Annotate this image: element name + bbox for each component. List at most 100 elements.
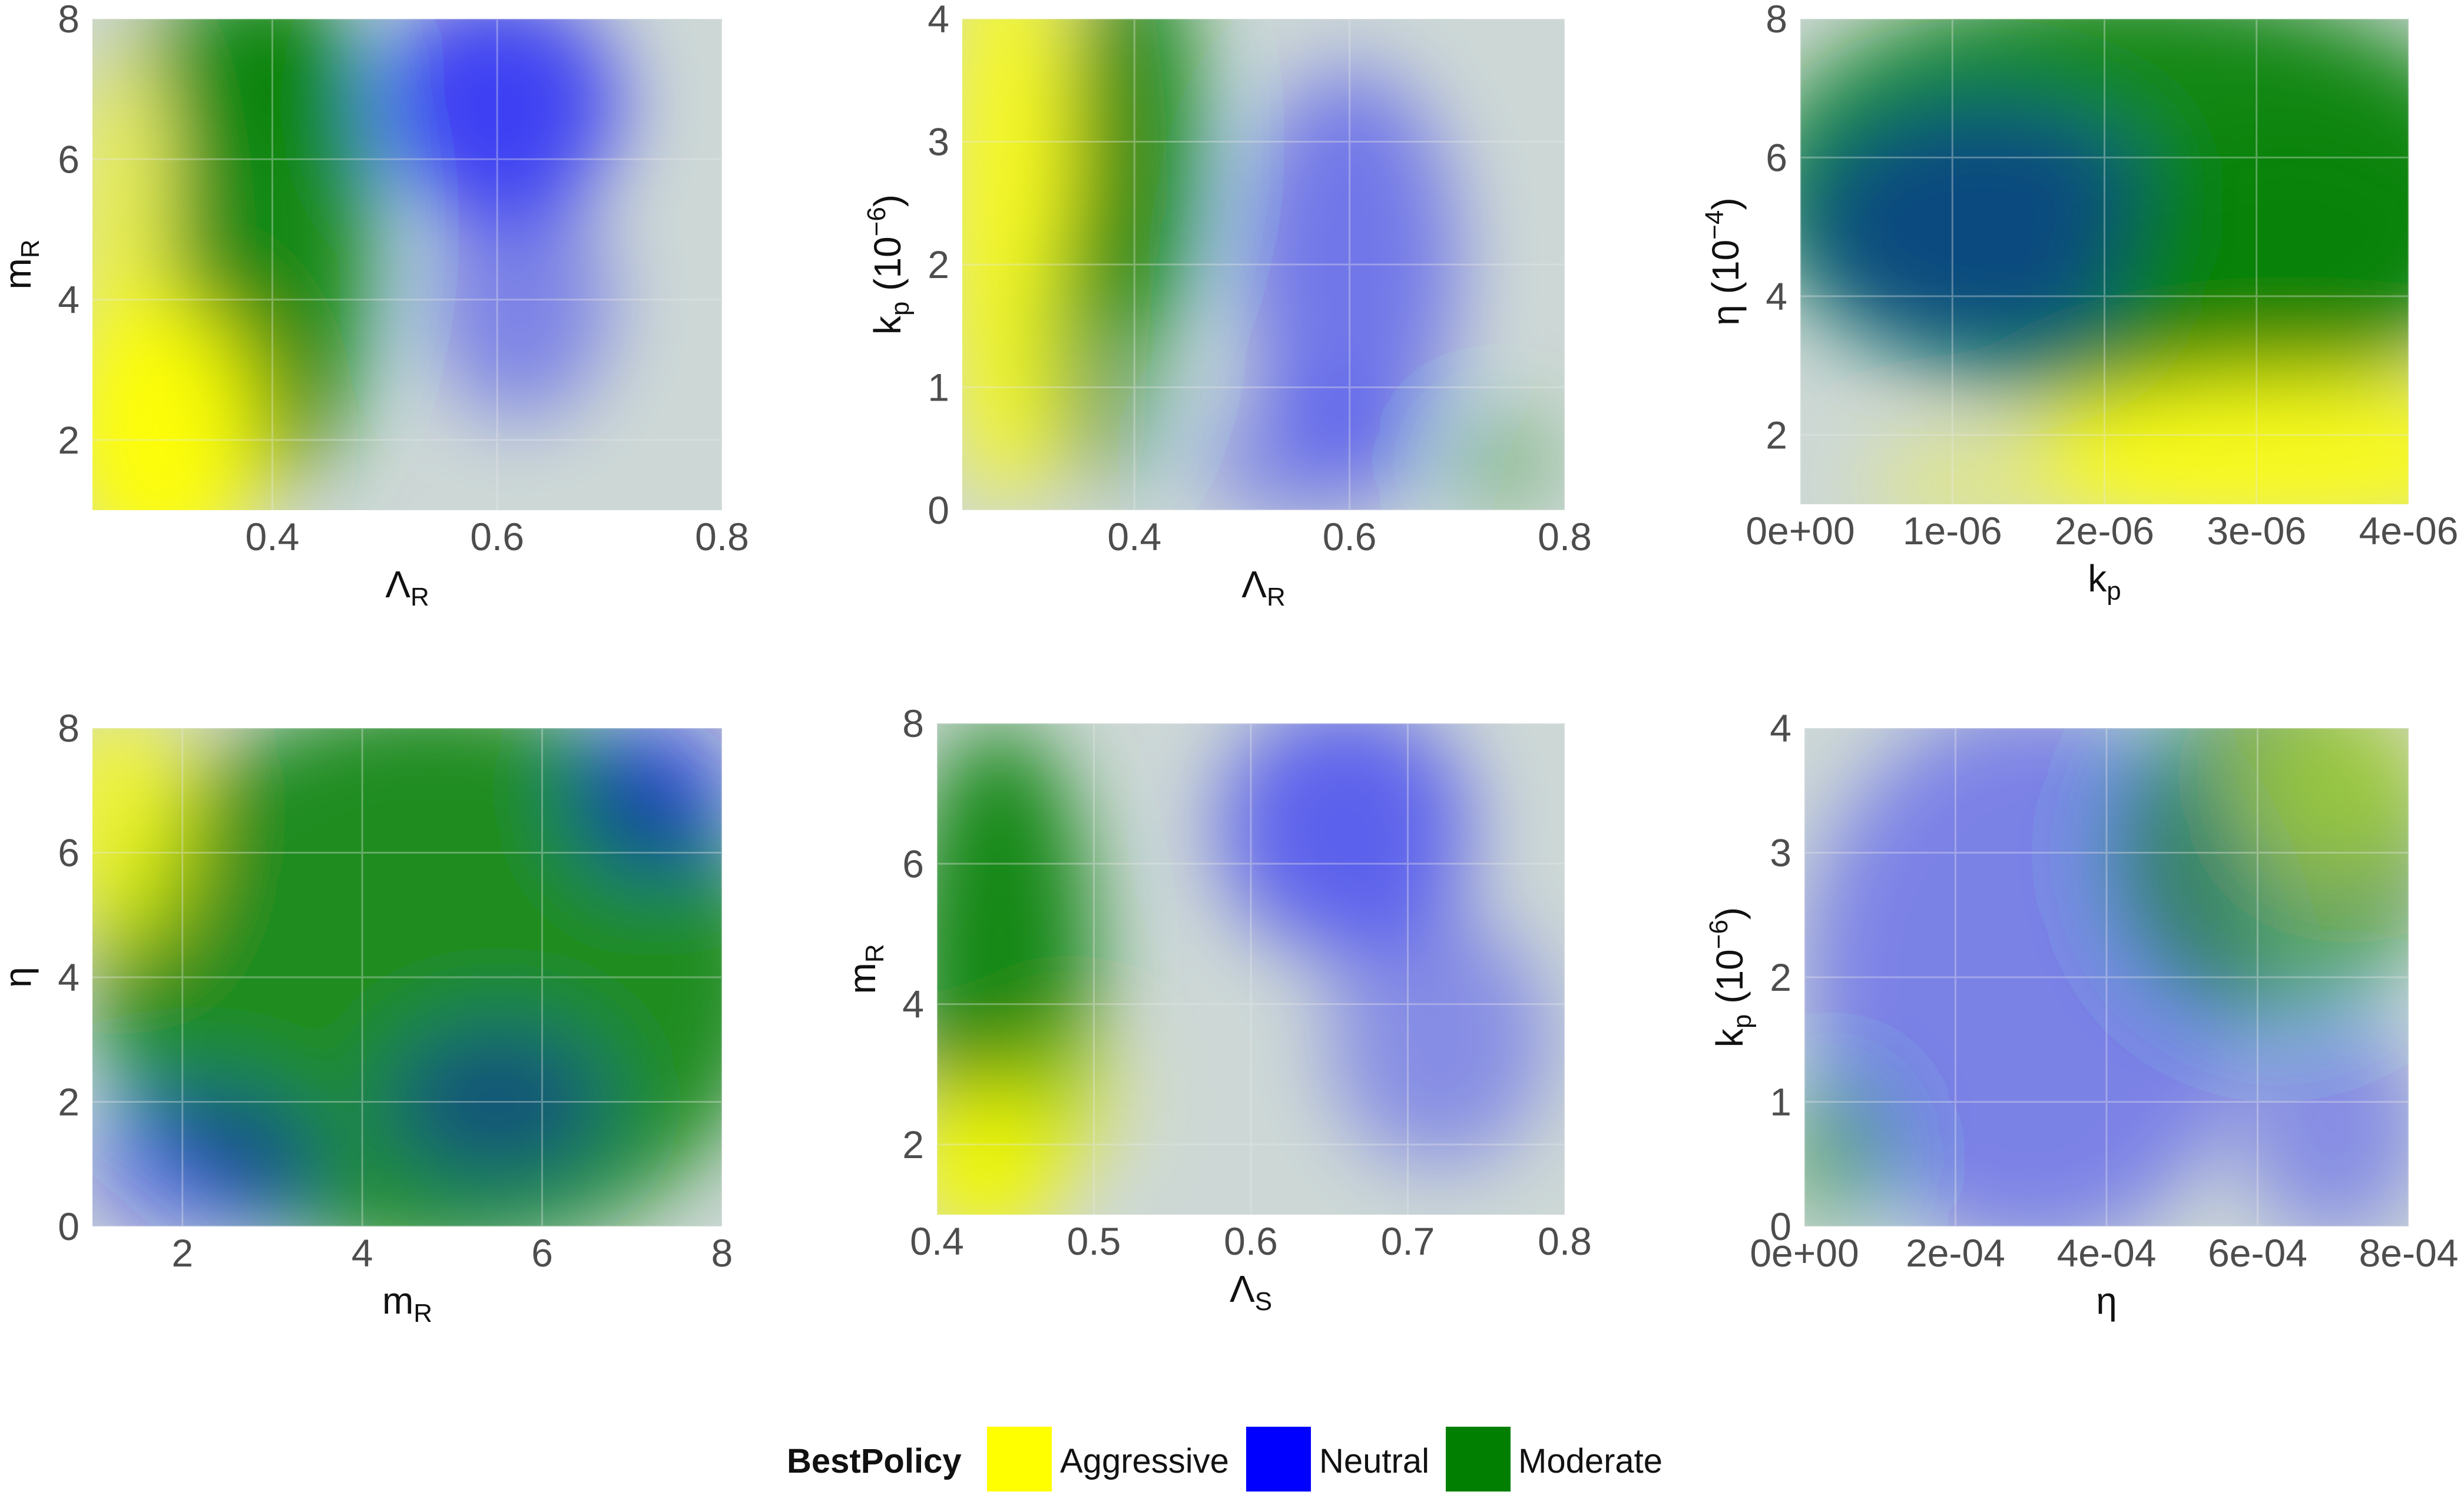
legend-title: BestPolicy xyxy=(787,1442,962,1480)
x-tick-label: 0e+00 xyxy=(1746,509,1854,553)
policy-regions xyxy=(962,19,1565,510)
x-tick-label: 0.6 xyxy=(470,515,524,558)
x-tick-label: 4e-04 xyxy=(2057,1231,2157,1275)
heatmap-panel-4: 2 4 6 8 0 2 4 6 8 mR η xyxy=(0,706,733,1328)
heatmap-panel-1: 0.4 0.6 0.8 2 4 6 8 ΛR mR xyxy=(0,0,749,611)
x-tick-label: 0.5 xyxy=(1067,1219,1121,1263)
y-tick-label: 4 xyxy=(928,0,949,41)
region-moderate-2 xyxy=(137,19,363,138)
x-tick-label: 0.8 xyxy=(695,515,749,558)
x-tick-label: 3e-06 xyxy=(2207,509,2306,553)
region-neutral-5 xyxy=(389,1027,605,1177)
region-aggressive-2 xyxy=(92,728,191,947)
policy-regions xyxy=(92,19,621,510)
y-tick-label: 4 xyxy=(58,955,80,999)
x-tick-label: 0e+00 xyxy=(1750,1231,1859,1275)
grid-lines xyxy=(962,19,1565,510)
grid-lines xyxy=(1800,19,2409,504)
legend-key-moderate xyxy=(1446,1427,1511,1492)
x-tick-label: 4 xyxy=(352,1231,373,1275)
y-tick-label: 2 xyxy=(1766,413,1787,457)
region-neutral-2 xyxy=(1800,102,2165,352)
x-axis-title: ΛS xyxy=(1230,1268,1272,1316)
x-tick-label: 0.4 xyxy=(910,1219,964,1263)
y-tick-label: 6 xyxy=(58,831,80,875)
x-axis-title: kp xyxy=(2088,557,2121,606)
x-tick-label: 0.4 xyxy=(246,515,300,558)
x-tick-label: 0.6 xyxy=(1323,515,1377,558)
y-tick-label: 0 xyxy=(58,1205,80,1248)
y-tick-label: 2 xyxy=(58,418,80,462)
y-tick-label: 8 xyxy=(58,706,80,750)
y-tick-label: 1 xyxy=(1770,1080,1791,1124)
y-tick-label: 6 xyxy=(902,842,924,885)
heatmap-panel-3: 0e+00 1e-06 2e-06 3e-06 4e-06 2 4 6 8 kp η (10−4) xyxy=(1700,0,2459,606)
x-axis-title: ΛR xyxy=(385,563,429,611)
x-tick-label: 0.7 xyxy=(1381,1219,1435,1263)
x-tick-label: 2 xyxy=(171,1231,193,1275)
policy-regions xyxy=(937,723,1549,1215)
x-axis-title: ΛR xyxy=(1241,563,1286,611)
x-tick-label: 0.8 xyxy=(1538,1219,1592,1263)
region-neutral-5 xyxy=(1198,399,1415,510)
y-axis-title: kp (10−6) xyxy=(862,194,915,335)
x-axis-title: mR xyxy=(382,1279,432,1328)
region-aggressive-5 xyxy=(1861,442,2227,504)
x-tick-label: 6e-04 xyxy=(2208,1231,2307,1275)
y-tick-label: 4 xyxy=(1770,706,1791,750)
x-tick-label: 6 xyxy=(531,1231,553,1275)
region-neutral-3 xyxy=(578,728,722,872)
y-axis-title: kp (10−6) xyxy=(1704,907,1757,1047)
legend-label-neutral: Neutral xyxy=(1319,1442,1429,1480)
policy-regions xyxy=(1804,728,2409,1226)
heatmap-panel-5: 0.4 0.5 0.6 0.7 0.8 2 4 6 8 ΛS mR xyxy=(841,702,1592,1316)
legend: BestPolicy Aggressive Neutral Moderate xyxy=(787,1427,1662,1492)
legend-label-aggressive: Aggressive xyxy=(1060,1442,1229,1480)
x-tick-label: 4e-06 xyxy=(2359,509,2459,553)
heatmap-panel-2: 0.4 0.6 0.8 0 1 2 3 4 ΛR kp (10−6) xyxy=(862,0,1592,611)
region-moderate-6 xyxy=(1435,412,1565,510)
region-aggressive-3 xyxy=(2257,728,2409,865)
y-tick-label: 3 xyxy=(1770,831,1791,875)
y-tick-label: 2 xyxy=(58,1080,80,1124)
grid-lines xyxy=(92,728,722,1226)
grid-lines xyxy=(937,723,1565,1215)
region-aggressive-3 xyxy=(999,1032,1125,1173)
y-tick-label: 2 xyxy=(928,243,949,286)
y-tick-label: 4 xyxy=(1766,275,1787,318)
legend-key-neutral xyxy=(1246,1427,1311,1492)
x-tick-label: 1e-06 xyxy=(1903,509,2002,553)
y-tick-label: 4 xyxy=(902,983,924,1026)
x-tick-label: 0.4 xyxy=(1107,515,1161,558)
x-tick-label: 0.8 xyxy=(1538,515,1592,558)
region-neutral-5 xyxy=(1329,912,1549,1166)
y-axis-title: η xyxy=(0,967,39,988)
y-tick-label: 0 xyxy=(928,488,949,532)
x-axis-title: η xyxy=(2096,1279,2117,1322)
grid-lines xyxy=(92,19,722,510)
x-tick-label: 8e-04 xyxy=(2359,1231,2459,1275)
y-tick-label: 8 xyxy=(1766,0,1787,41)
region-neutral-4 xyxy=(92,1089,317,1226)
region-moderate-4 xyxy=(1804,1077,1895,1226)
legend-label-moderate: Moderate xyxy=(1518,1442,1662,1480)
policy-regions xyxy=(1800,19,2409,504)
region-neutral-5 xyxy=(373,19,621,216)
region-aggressive-4 xyxy=(92,54,160,475)
region-neutral-4 xyxy=(1241,68,1458,461)
legend-key-aggressive xyxy=(987,1427,1052,1492)
region-neutral-4 xyxy=(1219,723,1471,955)
heatmap-panel-6: 0e+00 2e-04 4e-04 6e-04 8e-04 0 1 2 3 4 η kp (10−6) xyxy=(1704,706,2459,1322)
y-axis-title: mR xyxy=(841,944,889,994)
y-tick-label: 3 xyxy=(928,120,949,164)
y-axis-title: η (10−4) xyxy=(1700,197,1747,325)
policy-regions xyxy=(92,728,722,1226)
region-neutral-5 xyxy=(2242,1014,2409,1226)
region-moderate-3 xyxy=(1037,190,1167,486)
y-tick-label: 0 xyxy=(1770,1205,1791,1248)
x-tick-label: 8 xyxy=(711,1231,733,1275)
y-tick-label: 4 xyxy=(58,278,80,322)
y-axis-title: mR xyxy=(0,239,45,289)
y-tick-label: 8 xyxy=(58,0,80,41)
